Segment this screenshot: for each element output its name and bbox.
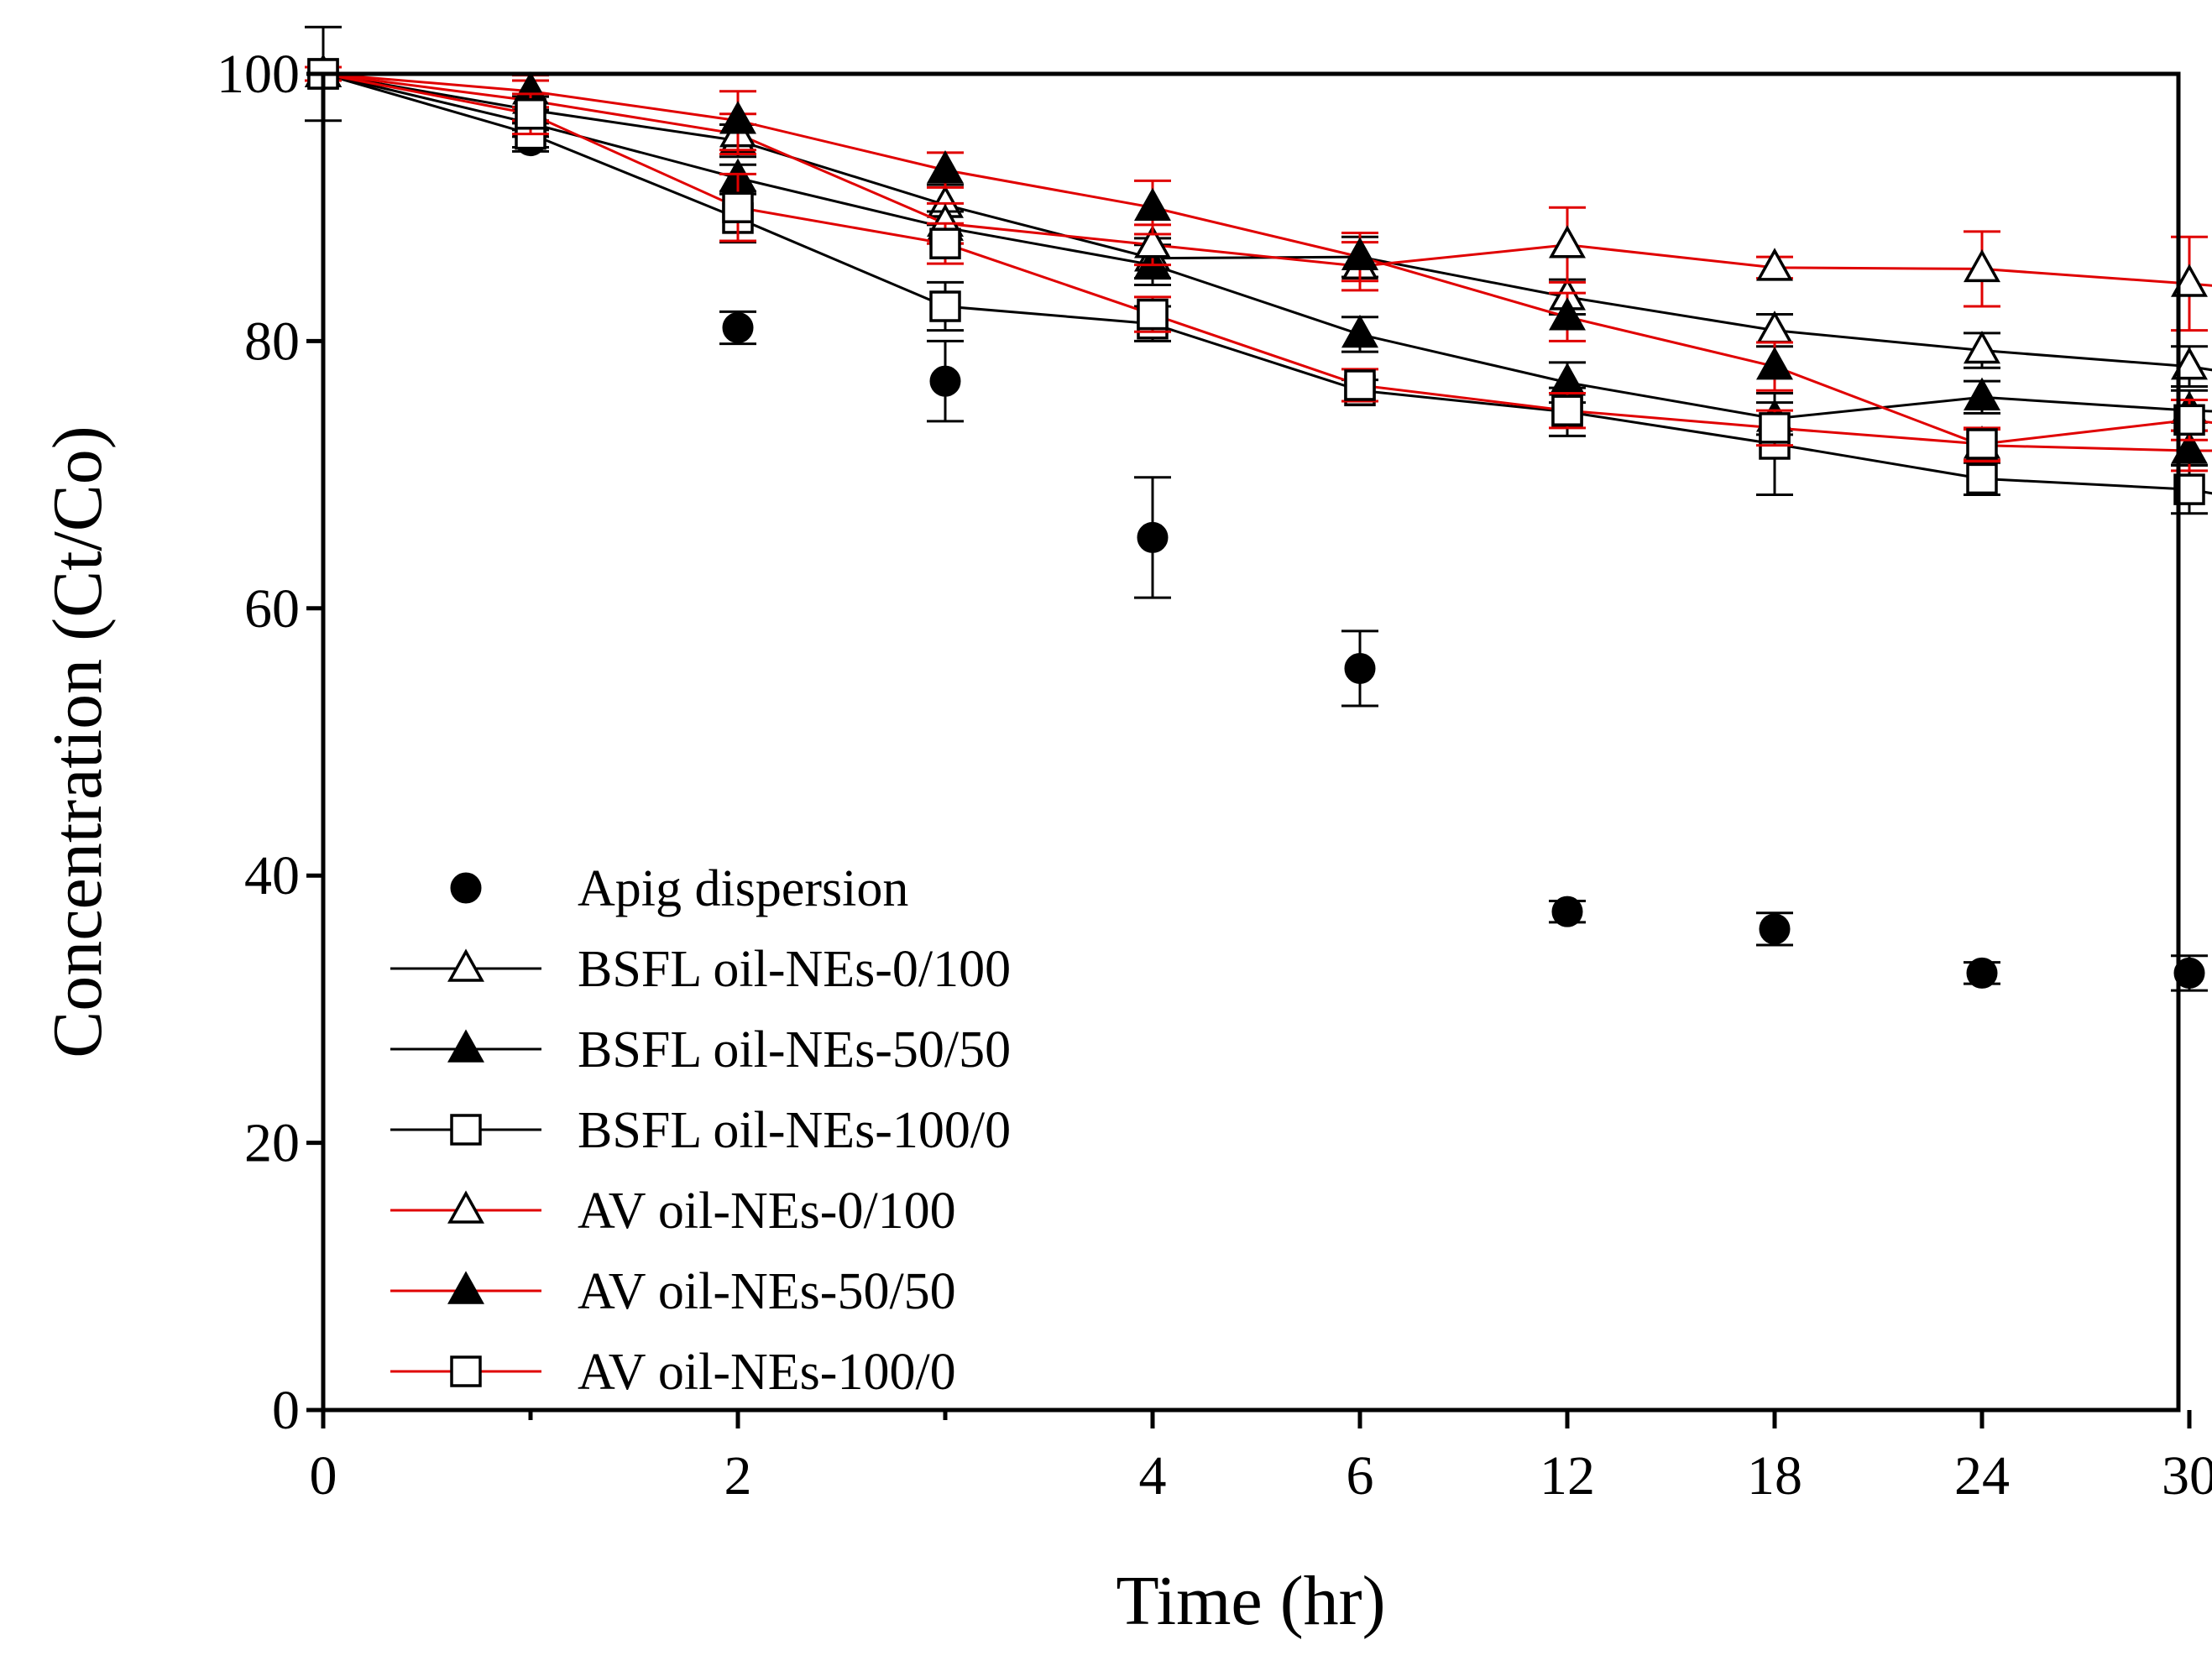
data-point: [1134, 225, 1171, 259]
data-point: [929, 227, 961, 259]
y-tick-label: 20: [244, 1113, 300, 1174]
x-tick-label: 18: [1747, 1445, 1802, 1507]
data-point: [1344, 369, 1376, 401]
y-tick-label: 40: [244, 845, 300, 906]
data-point: [1134, 187, 1171, 221]
series-group: [305, 58, 2212, 462]
legend: Apig dispersion BSFL oil-NEs-0/100 BSFL oi…: [390, 860, 1011, 1401]
data-point: [1964, 248, 2000, 283]
data-point: [1966, 957, 1998, 989]
y-tick-label: 0: [272, 1380, 300, 1441]
y-axis-title: Concentration (Ct/Co): [39, 426, 117, 1058]
legend-item: BSFL oil-NEs-50/50: [390, 1021, 1011, 1078]
data-point: [450, 1114, 482, 1146]
data-point: [1549, 297, 1586, 331]
data-point: [927, 150, 964, 184]
data-point: [1549, 225, 1586, 259]
data-point: [722, 311, 754, 343]
legend-item: AV oil-NEs-50/50: [390, 1263, 956, 1320]
data-point: [1966, 428, 1998, 460]
data-point: [447, 1190, 484, 1224]
data-point: [447, 1271, 484, 1304]
data-point: [2171, 431, 2208, 464]
data-point: [1137, 298, 1169, 331]
legend-item: Apig dispersion: [450, 860, 908, 917]
legend-label: AV oil-NEs-50/50: [578, 1263, 956, 1320]
y-tick-label: 60: [244, 578, 300, 640]
data-point: [1341, 314, 1378, 348]
data-point: [1756, 347, 1793, 380]
plot-frame: [321, 71, 2181, 1413]
legend-label: AV oil-NEs-100/0: [578, 1344, 956, 1401]
y-tick-label: 100: [217, 44, 300, 105]
data-point: [1759, 412, 1791, 444]
legend-item: BSFL oil-NEs-0/100: [390, 941, 1011, 998]
data-point: [450, 872, 482, 904]
data-point: [1759, 913, 1791, 945]
legend-item: BSFL oil-NEs-100/0: [390, 1102, 1011, 1159]
x-tick-label: 0: [310, 1445, 337, 1507]
legend-label: Apig dispersion: [578, 860, 908, 917]
data-point: [447, 1029, 484, 1063]
data-point: [1551, 896, 1583, 927]
data-point: [929, 365, 961, 397]
data-point: [515, 98, 546, 130]
data-point: [447, 948, 484, 982]
plot-area: [305, 25, 2212, 992]
data-point: [2171, 347, 2208, 380]
data-point: [1756, 248, 1793, 281]
data-point: [1341, 237, 1378, 270]
legend-item: AV oil-NEs-0/100: [390, 1183, 956, 1240]
data-point: [1344, 652, 1376, 684]
x-axis: 02461218243036: [310, 1410, 2212, 1507]
x-tick-label: 24: [1954, 1445, 2010, 1507]
y-tick-label: 80: [244, 311, 300, 372]
x-tick-label: 2: [724, 1445, 752, 1507]
data-point: [1137, 521, 1169, 553]
legend-label: AV oil-NEs-0/100: [578, 1183, 956, 1240]
data-point: [1964, 377, 2000, 411]
x-tick-label: 4: [1139, 1445, 1167, 1507]
legend-label: BSFL oil-NEs-100/0: [578, 1102, 1011, 1159]
x-axis-title: Time (hr): [1116, 1562, 1385, 1640]
legend-item: AV oil-NEs-100/0: [390, 1344, 956, 1401]
legend-label: BSFL oil-NEs-50/50: [578, 1021, 1011, 1078]
data-point: [719, 101, 756, 134]
data-point: [450, 1355, 482, 1387]
y-axis: 0 20 40 60 80 100: [217, 44, 323, 1441]
x-tick-label: 12: [1540, 1445, 1595, 1507]
legend-label: BSFL oil-NEs-0/100: [578, 941, 1011, 998]
data-point: [1964, 330, 2000, 364]
series-layer: [305, 25, 2212, 992]
data-point: [2171, 264, 2208, 297]
x-tick-label: 6: [1347, 1445, 1374, 1507]
x-tick-label: 30: [2162, 1445, 2212, 1507]
data-point: [722, 191, 754, 223]
data-point: [2173, 957, 2205, 989]
data-point: [929, 290, 961, 322]
data-point: [1551, 394, 1583, 426]
data-point: [1966, 462, 1998, 495]
